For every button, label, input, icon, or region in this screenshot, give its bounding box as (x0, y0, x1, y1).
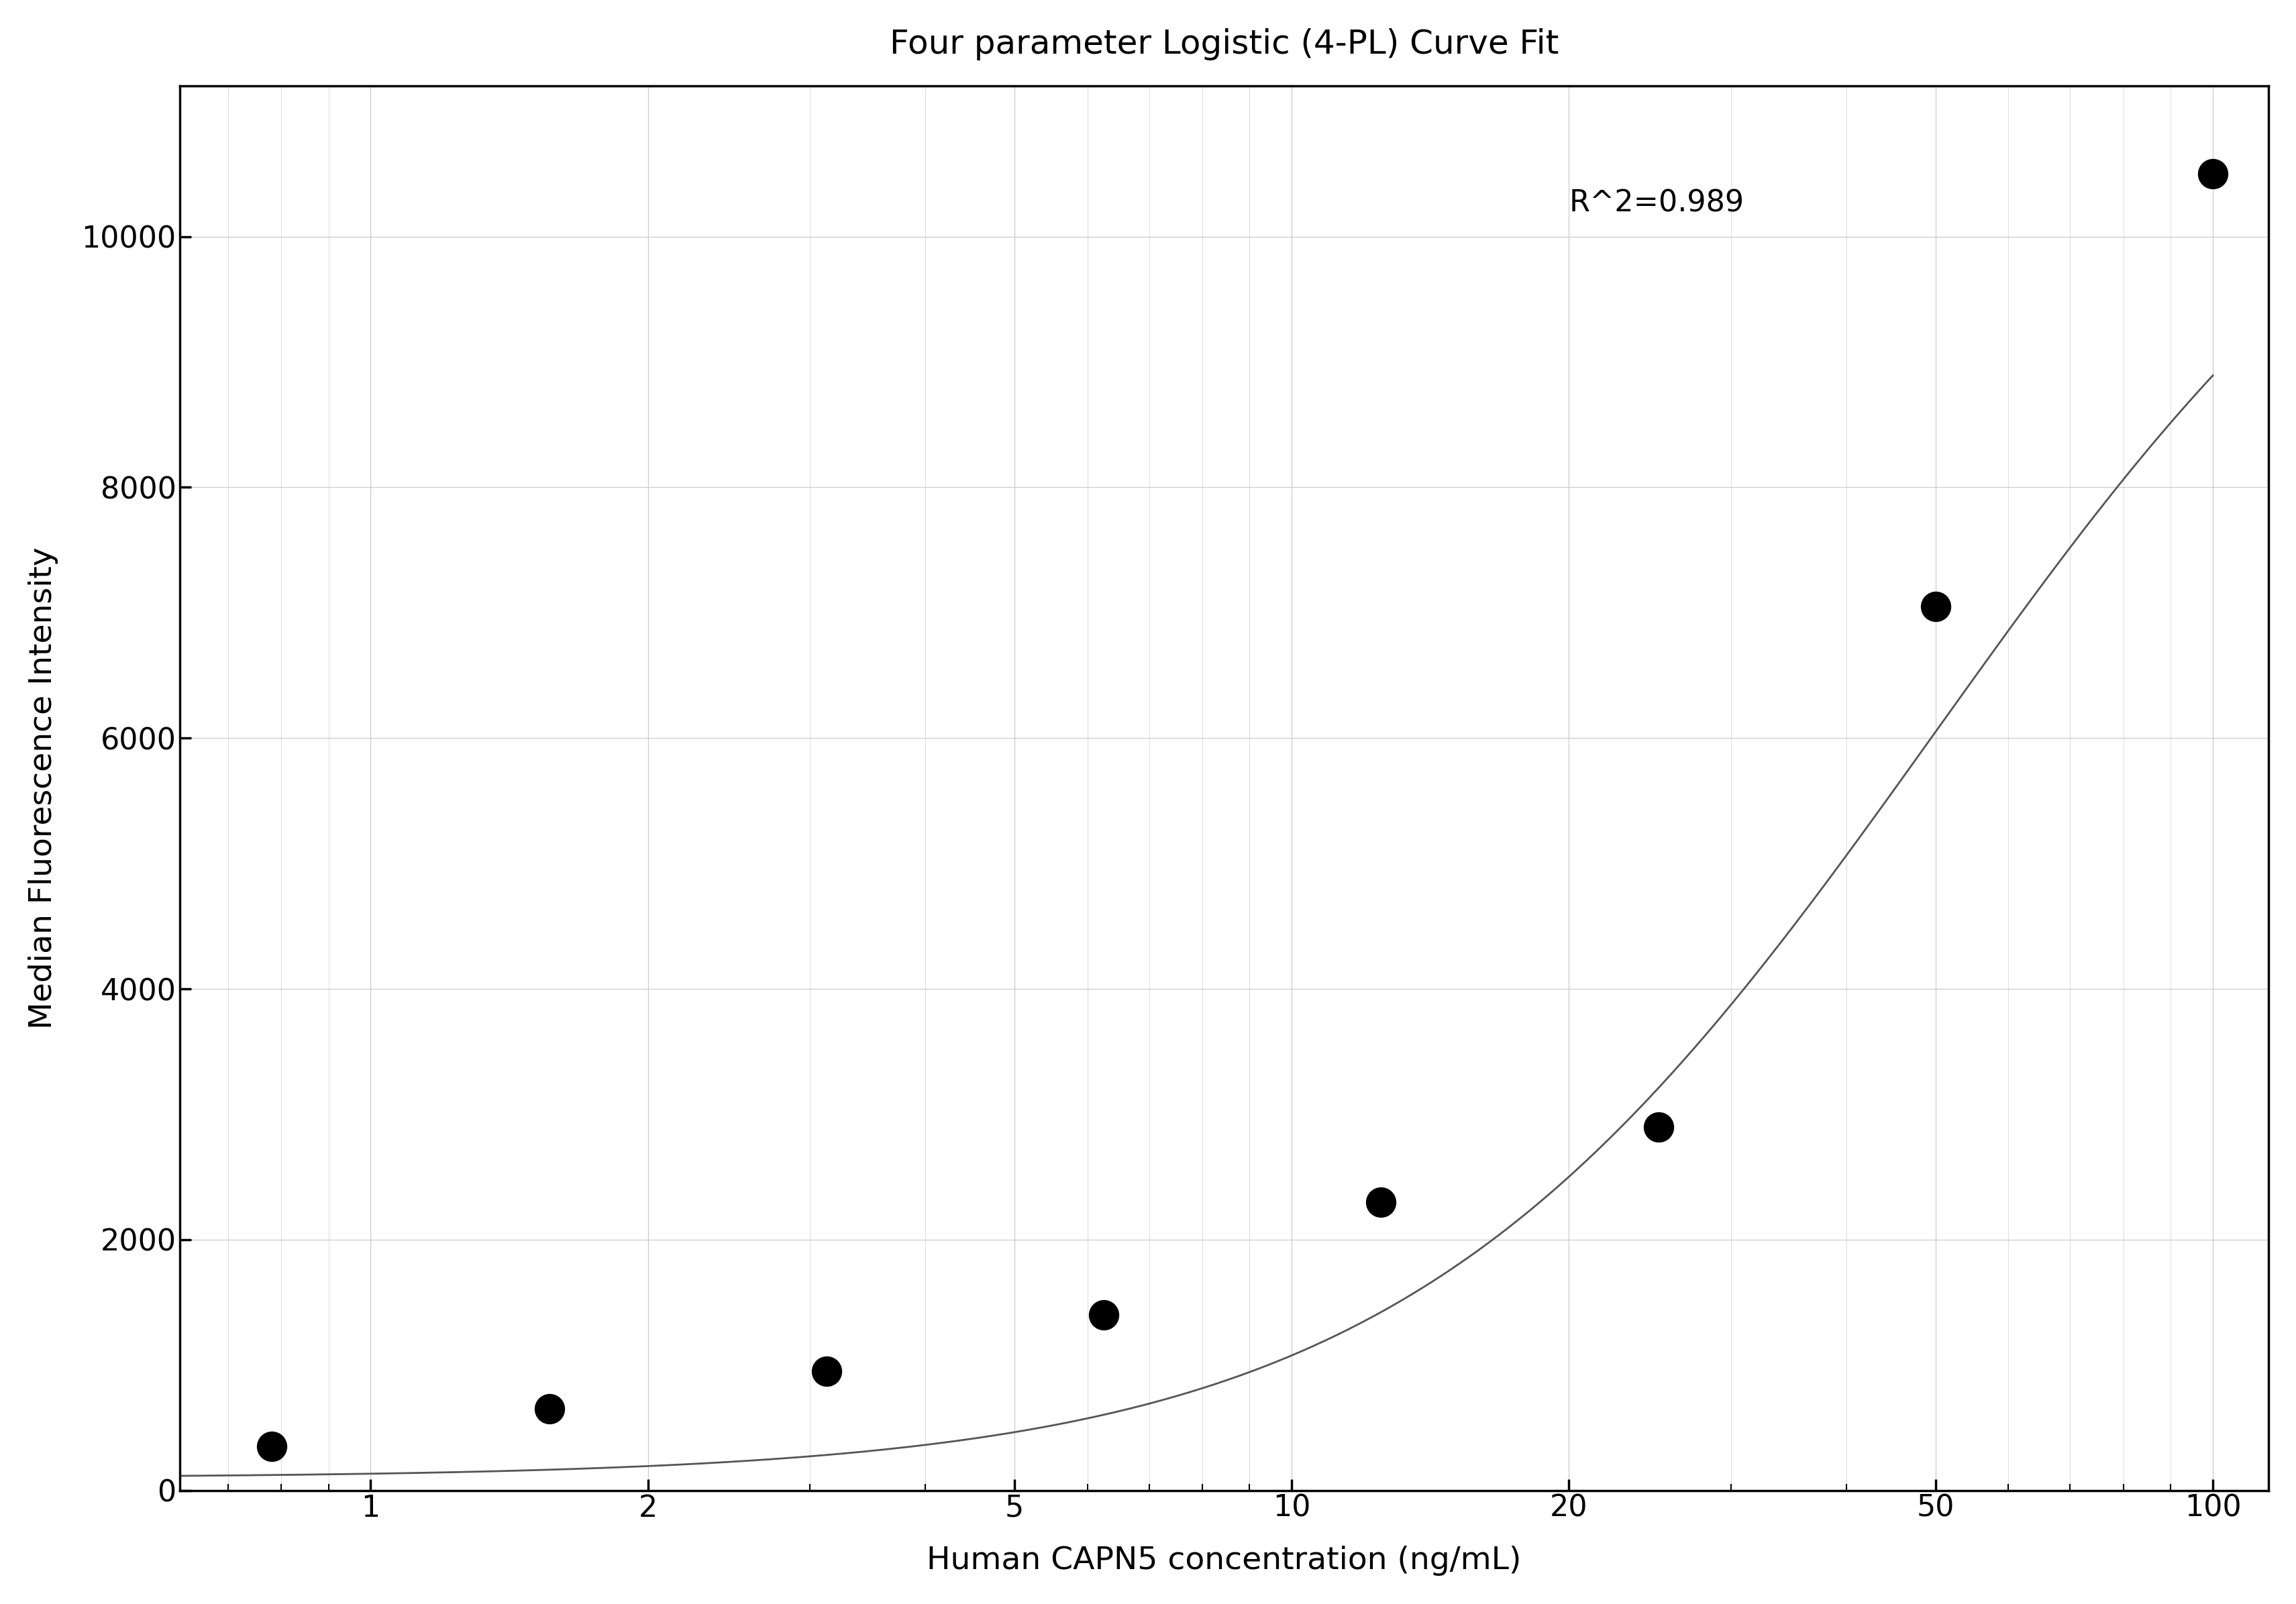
Text: R^2=0.989: R^2=0.989 (1568, 189, 1743, 218)
Point (2193, 160, 2229, 186)
Point (253, 1434, 289, 1460)
X-axis label: Human CAPN5 concentration (ng/mL): Human CAPN5 concentration (ng/mL) (928, 1546, 1520, 1577)
Point (1639, 1115, 1676, 1140)
Point (808, 1359, 845, 1384)
Y-axis label: Median Fluorescence Intensity: Median Fluorescence Intensity (28, 547, 57, 1030)
Title: Four parameter Logistic (4-PL) Curve Fit: Four parameter Logistic (4-PL) Curve Fit (889, 27, 1559, 61)
Point (530, 1395, 567, 1421)
Point (1086, 1302, 1123, 1328)
Point (1917, 593, 1954, 619)
Point (1362, 1189, 1398, 1214)
